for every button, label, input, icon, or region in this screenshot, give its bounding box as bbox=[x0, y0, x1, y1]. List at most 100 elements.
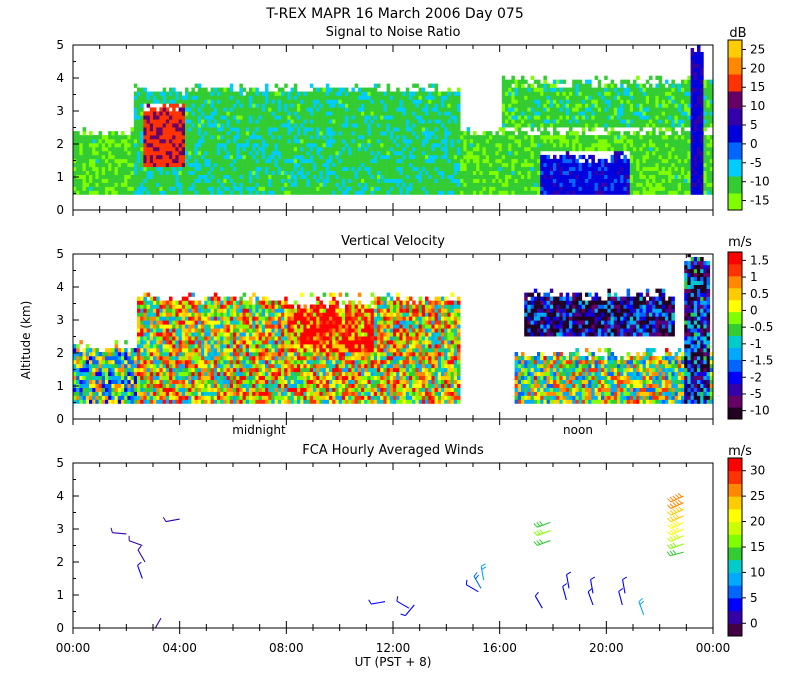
field-cell bbox=[453, 119, 458, 124]
field-cell bbox=[530, 150, 535, 156]
field-cell bbox=[370, 115, 375, 120]
field-cell bbox=[498, 146, 503, 152]
field-cell bbox=[687, 135, 691, 140]
field-cell bbox=[441, 143, 445, 148]
field-cell bbox=[706, 186, 711, 191]
field-cell bbox=[460, 170, 464, 175]
field-cell bbox=[175, 158, 179, 164]
field-cell bbox=[194, 174, 199, 179]
field-cell bbox=[188, 190, 192, 195]
field-cell bbox=[210, 95, 215, 100]
field-cell bbox=[649, 182, 653, 187]
field-cell bbox=[357, 143, 362, 148]
field-cell bbox=[501, 115, 506, 120]
field-cell bbox=[674, 166, 679, 172]
field-cell bbox=[405, 154, 410, 160]
field-cell bbox=[98, 143, 103, 148]
field-cell bbox=[293, 87, 298, 92]
field-cell bbox=[245, 158, 250, 164]
field-cell bbox=[524, 146, 528, 152]
field-cell bbox=[588, 135, 592, 140]
field-cell bbox=[450, 139, 455, 144]
field-cell bbox=[412, 174, 416, 179]
field-cell bbox=[277, 166, 282, 172]
field-cell bbox=[319, 119, 323, 124]
field-cell bbox=[674, 143, 679, 148]
field-cell bbox=[533, 135, 538, 140]
field-cell bbox=[530, 83, 535, 88]
field-cell bbox=[242, 115, 247, 120]
field-cell bbox=[421, 178, 426, 183]
field-cell bbox=[162, 123, 167, 128]
field-cell bbox=[293, 111, 298, 116]
field-cell bbox=[649, 87, 653, 92]
field-cell bbox=[697, 154, 701, 160]
field-cell bbox=[319, 95, 323, 100]
field-cell bbox=[655, 115, 659, 120]
field-cell bbox=[677, 111, 682, 116]
field-cell bbox=[389, 95, 394, 100]
field-cell bbox=[367, 139, 371, 144]
field-cell bbox=[569, 143, 573, 148]
field-cell bbox=[188, 115, 192, 120]
field-cell bbox=[313, 162, 317, 168]
field-cell bbox=[277, 150, 282, 156]
field-cell bbox=[393, 162, 397, 168]
field-cell bbox=[658, 115, 663, 120]
field-cell bbox=[537, 186, 541, 191]
field-cell bbox=[377, 182, 381, 187]
field-cell bbox=[665, 190, 669, 195]
field-cell bbox=[565, 186, 570, 191]
field-cell bbox=[610, 146, 615, 152]
field-cell bbox=[220, 103, 224, 108]
field-cell bbox=[431, 186, 435, 191]
field-cell bbox=[105, 162, 109, 168]
field-cell bbox=[137, 135, 141, 140]
field-cell bbox=[319, 170, 323, 175]
field-cell bbox=[229, 182, 234, 187]
field-cell bbox=[549, 170, 554, 175]
field-cell bbox=[703, 87, 707, 92]
field-cell bbox=[370, 154, 375, 160]
field-cell bbox=[303, 111, 307, 116]
field-cell bbox=[645, 135, 650, 140]
field-cell bbox=[469, 135, 474, 140]
field-cell bbox=[281, 107, 285, 112]
field-cell bbox=[524, 139, 528, 144]
field-cell bbox=[370, 87, 375, 92]
field-cell bbox=[143, 135, 147, 140]
field-cell bbox=[649, 154, 653, 160]
field-cell bbox=[197, 119, 202, 124]
field-cell bbox=[437, 170, 442, 175]
field-cell bbox=[706, 178, 711, 183]
field-cell bbox=[517, 166, 522, 172]
field-cell bbox=[277, 111, 282, 116]
field-cell bbox=[165, 158, 170, 164]
field-cell bbox=[274, 135, 279, 140]
field-cell bbox=[697, 131, 701, 136]
field-cell bbox=[223, 95, 227, 100]
field-cell bbox=[306, 154, 311, 160]
field-cell bbox=[348, 99, 352, 104]
field-cell bbox=[425, 139, 429, 144]
field-cell bbox=[546, 139, 551, 144]
field-cell bbox=[613, 83, 618, 88]
field-cell bbox=[681, 87, 685, 92]
field-cell bbox=[540, 158, 544, 164]
field-cell bbox=[258, 143, 263, 148]
field-cell bbox=[514, 79, 519, 84]
field-cell bbox=[178, 131, 183, 136]
field-cell bbox=[255, 103, 259, 108]
field-cell bbox=[441, 115, 445, 120]
field-cell bbox=[597, 143, 602, 148]
field-cell bbox=[450, 99, 455, 104]
field-cell bbox=[383, 103, 387, 108]
field-cell bbox=[450, 146, 455, 152]
field-cell bbox=[265, 87, 269, 92]
field-cell bbox=[399, 103, 403, 108]
field-cell bbox=[601, 174, 605, 179]
field-cell bbox=[492, 135, 496, 140]
field-cell bbox=[322, 143, 327, 148]
field-cell bbox=[82, 135, 87, 140]
field-cell bbox=[508, 174, 512, 179]
